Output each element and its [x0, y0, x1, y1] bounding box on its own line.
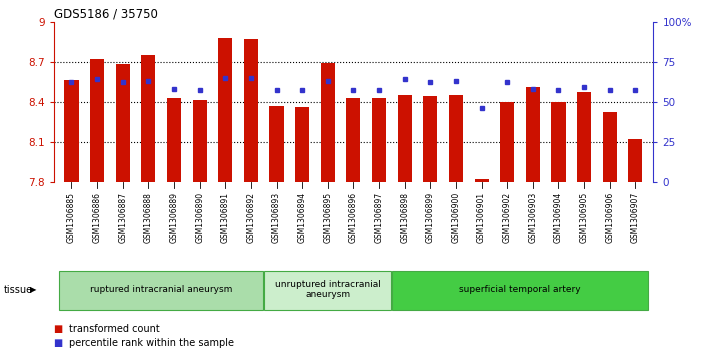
Text: transformed count: transformed count — [69, 323, 160, 334]
Text: ▶: ▶ — [30, 285, 36, 294]
FancyBboxPatch shape — [393, 271, 648, 310]
Text: GSM1306889: GSM1306889 — [169, 192, 178, 243]
Bar — [141, 55, 156, 182]
Text: tissue: tissue — [4, 285, 33, 294]
Bar — [321, 63, 335, 182]
Bar — [423, 96, 438, 182]
Text: GSM1306890: GSM1306890 — [195, 192, 204, 243]
Text: GSM1306891: GSM1306891 — [221, 192, 230, 243]
Text: GSM1306900: GSM1306900 — [451, 192, 461, 243]
FancyBboxPatch shape — [264, 271, 391, 310]
Bar — [603, 112, 617, 182]
Bar — [295, 107, 309, 182]
Text: ■: ■ — [54, 338, 63, 348]
Text: GSM1306887: GSM1306887 — [119, 192, 127, 243]
Bar — [551, 102, 565, 182]
Bar — [244, 39, 258, 182]
Bar — [372, 98, 386, 182]
Text: GSM1306893: GSM1306893 — [272, 192, 281, 243]
Text: percentile rank within the sample: percentile rank within the sample — [69, 338, 234, 348]
FancyBboxPatch shape — [59, 271, 263, 310]
Bar — [116, 64, 130, 182]
Bar — [526, 87, 540, 182]
Text: GSM1306907: GSM1306907 — [631, 192, 640, 243]
Bar — [449, 95, 463, 182]
Text: GSM1306904: GSM1306904 — [554, 192, 563, 243]
Bar — [577, 92, 591, 182]
Bar — [346, 98, 361, 182]
Text: GSM1306888: GSM1306888 — [144, 192, 153, 243]
Bar — [398, 95, 412, 182]
Text: GSM1306895: GSM1306895 — [323, 192, 332, 243]
Bar — [218, 38, 232, 182]
Text: GDS5186 / 35750: GDS5186 / 35750 — [54, 8, 157, 21]
Text: unruptured intracranial
aneurysm: unruptured intracranial aneurysm — [275, 280, 381, 299]
Bar — [475, 179, 488, 182]
Text: GSM1306897: GSM1306897 — [375, 192, 383, 243]
Text: GSM1306903: GSM1306903 — [528, 192, 538, 243]
Bar — [193, 100, 206, 182]
Text: ■: ■ — [54, 323, 63, 334]
Text: GSM1306894: GSM1306894 — [298, 192, 307, 243]
Bar — [501, 102, 514, 182]
Bar — [90, 59, 104, 182]
Text: GSM1306898: GSM1306898 — [400, 192, 409, 243]
Text: GSM1306886: GSM1306886 — [93, 192, 101, 243]
Bar — [269, 106, 283, 182]
Text: GSM1306901: GSM1306901 — [477, 192, 486, 243]
Bar — [167, 98, 181, 182]
Bar — [64, 80, 79, 182]
Text: GSM1306902: GSM1306902 — [503, 192, 512, 243]
Text: GSM1306899: GSM1306899 — [426, 192, 435, 243]
Text: GSM1306906: GSM1306906 — [605, 192, 614, 243]
Text: GSM1306896: GSM1306896 — [349, 192, 358, 243]
Text: ruptured intracranial aneurysm: ruptured intracranial aneurysm — [90, 285, 232, 294]
Text: superficial temporal artery: superficial temporal artery — [459, 285, 581, 294]
Text: GSM1306892: GSM1306892 — [246, 192, 256, 243]
Text: GSM1306885: GSM1306885 — [67, 192, 76, 243]
Text: GSM1306905: GSM1306905 — [580, 192, 588, 243]
Bar — [628, 139, 643, 182]
